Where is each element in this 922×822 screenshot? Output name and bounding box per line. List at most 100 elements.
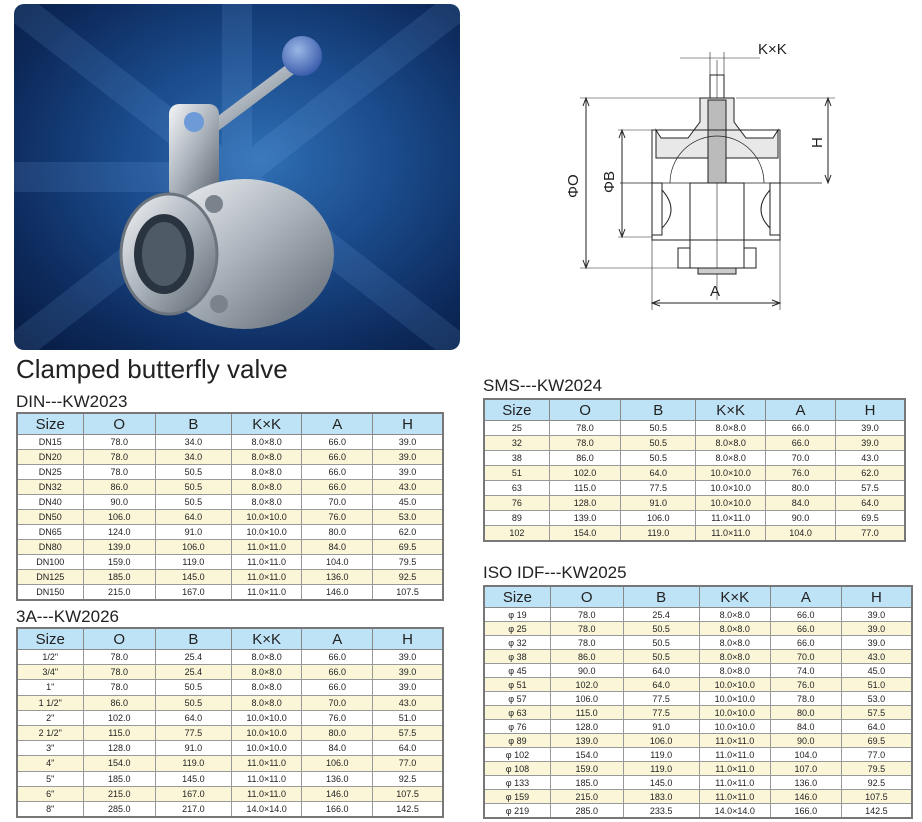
table-cell: 1 1/2" (16, 694, 84, 711)
table-cell: 50.5 (622, 621, 700, 636)
table-cell: 11.0×11.0 (698, 761, 771, 776)
table-row: φ 25 78.0 50.5 8.0×8.0 66.0 39.0 (483, 621, 913, 636)
table-cell: 8" (16, 800, 84, 818)
table-cell: 43.0 (840, 649, 913, 664)
table-cell: 128.0 (549, 719, 624, 734)
table-row: 32 78.0 50.5 8.0×8.0 66.0 39.0 (483, 435, 906, 451)
table-cell: 4" (16, 755, 84, 772)
table-cell: 89 (483, 510, 550, 526)
table-cell: 86.0 (548, 450, 622, 466)
table-row: φ 133 185.0 145.0 11.0×11.0 136.0 92.5 (483, 775, 913, 790)
table-cell: 53.0 (372, 509, 444, 525)
table-cell: 57.5 (835, 480, 906, 496)
table-cell: 142.5 (372, 800, 444, 818)
column-header: K×K (230, 412, 303, 435)
table-cell: 90.0 (82, 494, 156, 510)
table-cell: 8.0×8.0 (698, 649, 771, 664)
table-cell: 11.0×11.0 (230, 569, 303, 585)
table-row: DN125 185.0 145.0 11.0×11.0 136.0 92.5 (16, 569, 444, 585)
table-cell: 8.0×8.0 (695, 450, 767, 466)
table-row: φ 108 159.0 119.0 11.0×11.0 107.0 79.5 (483, 761, 913, 776)
table-row: DN25 78.0 50.5 8.0×8.0 66.0 39.0 (16, 464, 444, 480)
table-cell: 50.5 (622, 649, 700, 664)
table-cell: 167.0 (154, 785, 232, 802)
table-cell: φ 133 (483, 775, 551, 790)
table-row: 5" 185.0 145.0 11.0×11.0 136.0 92.5 (16, 770, 444, 787)
table-cell: 10.0×10.0 (695, 495, 767, 511)
table-row: φ 102 154.0 119.0 11.0×11.0 104.0 77.0 (483, 747, 913, 762)
table-cell: 145.0 (154, 569, 232, 585)
table-cell: 106.0 (549, 691, 624, 706)
table-row: DN20 78.0 34.0 8.0×8.0 66.0 39.0 (16, 449, 444, 465)
table-cell: 64.0 (622, 677, 700, 692)
table-cell: 8.0×8.0 (230, 648, 303, 666)
table-cell: 11.0×11.0 (698, 789, 771, 804)
table-cell: 91.0 (154, 524, 232, 540)
table-cell: 124.0 (82, 524, 156, 540)
table-cell: 39.0 (372, 648, 444, 666)
table-cell: 102.0 (549, 677, 624, 692)
table-cell: 106.0 (620, 510, 697, 526)
table-cell: 106.0 (82, 509, 156, 525)
table-cell: 10.0×10.0 (698, 677, 771, 692)
table-cell: 64.0 (840, 719, 913, 734)
table-cell: 142.5 (840, 803, 913, 819)
table-cell: 50.5 (620, 450, 697, 466)
table-cell: 166.0 (769, 803, 842, 819)
section-drawing: K×K ΦO ΦB H A (565, 41, 835, 310)
column-header: B (622, 585, 700, 608)
table-cell: 119.0 (620, 525, 697, 542)
table-cell: 8.0×8.0 (230, 434, 303, 450)
table-cell: 91.0 (620, 495, 697, 511)
table-row: φ 219 285.0 233.5 14.0×14.0 166.0 142.5 (483, 803, 913, 819)
h-dimension-label: H (809, 137, 826, 148)
table-cell: 6" (16, 785, 84, 802)
table-cell: 10.0×10.0 (695, 480, 767, 496)
table-cell: 86.0 (82, 694, 156, 711)
table-cell: 25.4 (154, 648, 232, 666)
table-cell: 10.0×10.0 (230, 524, 303, 540)
table-cell: 11.0×11.0 (230, 539, 303, 555)
table-cell: 119.0 (154, 755, 232, 772)
table-cell: 80.0 (301, 724, 374, 742)
table-cell: 139.0 (82, 539, 156, 555)
table-cell: 80.0 (765, 480, 836, 496)
table-cell: DN32 (16, 479, 84, 495)
table-row: 3" 128.0 91.0 10.0×10.0 84.0 64.0 (16, 740, 444, 757)
table-cell: 8.0×8.0 (230, 694, 303, 711)
table-cell: 5" (16, 770, 84, 787)
table-cell: 102 (483, 525, 550, 542)
table-cell: 78.0 (82, 664, 156, 681)
table-cell: 79.5 (372, 554, 444, 570)
table-row: φ 57 106.0 77.5 10.0×10.0 78.0 53.0 (483, 691, 913, 706)
table-cell: 154.0 (548, 525, 622, 542)
table-cell: 51.0 (372, 709, 444, 726)
table-cell: 107.5 (372, 584, 444, 601)
b-dimension-label: ΦB (601, 171, 618, 193)
table-cell: 10.0×10.0 (230, 724, 303, 742)
table-cell: 78.0 (82, 464, 156, 480)
table-cell: 136.0 (769, 775, 842, 790)
table-cell: 70.0 (769, 649, 842, 664)
table-cell: 43.0 (835, 450, 906, 466)
table-cell: 50.5 (154, 494, 232, 510)
table-cell: 1" (16, 679, 84, 696)
table-cell: 104.0 (301, 554, 374, 570)
table-cell: 11.0×11.0 (230, 785, 303, 802)
table-cell: 77.5 (622, 705, 700, 720)
table-cell: 66.0 (765, 435, 836, 451)
column-header: K×K (695, 398, 767, 421)
table-cell: 51.0 (840, 677, 913, 692)
table-cell: DN150 (16, 584, 84, 601)
table-cell: 43.0 (372, 694, 444, 711)
table-row: DN15 78.0 34.0 8.0×8.0 66.0 39.0 (16, 434, 444, 450)
table-cell: 62.0 (372, 524, 444, 540)
table-cell: 50.5 (622, 635, 700, 650)
table-row: 25 78.0 50.5 8.0×8.0 66.0 39.0 (483, 420, 906, 436)
table-cell: 92.5 (840, 775, 913, 790)
table-cell: 91.0 (622, 719, 700, 734)
table-header-row: Size O B K×K A H (16, 412, 444, 435)
table-cell: 50.5 (620, 435, 697, 451)
table-cell: 119.0 (622, 761, 700, 776)
table-cell: 107.5 (372, 785, 444, 802)
